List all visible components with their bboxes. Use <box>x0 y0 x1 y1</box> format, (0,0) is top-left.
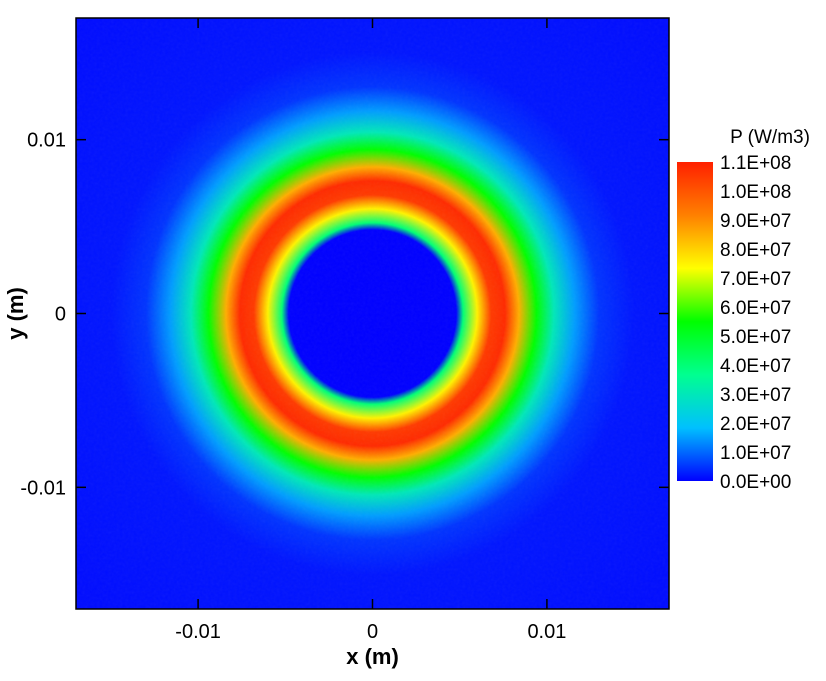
colorbar-level-label: 4.0E+07 <box>720 356 791 377</box>
field-texture <box>76 18 669 609</box>
colorbar-level-label: 8.0E+07 <box>720 240 791 261</box>
colorbar-level-label: 9.0E+07 <box>720 211 791 232</box>
x-tick-label: 0.01 <box>527 621 566 643</box>
y-axis-label: y (m) <box>3 287 28 340</box>
colorbar-labels: 1.1E+08 1.0E+08 9.0E+07 8.0E+07 7.0E+07 6.0E+… <box>720 153 791 493</box>
y-tick-label: -0.01 <box>20 477 66 499</box>
colorbar-level-label: 1.0E+07 <box>720 443 791 464</box>
colorbar-gradient <box>677 162 713 481</box>
colorbar: P (W/m3) 1.1E+08 1.0E+08 9.0E+07 8.0E+07 7.0… <box>677 127 810 493</box>
colorbar-level-label: 0.0E+00 <box>720 472 791 493</box>
y-tick-label: 0 <box>55 304 66 326</box>
colorbar-level-label: 6.0E+07 <box>720 298 791 319</box>
x-axis-ticks: -0.01 0 0.01 <box>175 18 566 643</box>
colorbar-level-label: 3.0E+07 <box>720 385 791 406</box>
y-axis-ticks: 0.01 0 -0.01 <box>20 130 669 499</box>
x-tick-label: -0.01 <box>175 621 221 643</box>
x-axis-label: x (m) <box>346 644 399 669</box>
x-tick-label: 0 <box>367 621 378 643</box>
colorbar-level-label: 1.0E+08 <box>720 182 791 203</box>
colorbar-level-label: 1.1E+08 <box>720 153 791 174</box>
colorbar-title: P (W/m3) <box>730 127 810 148</box>
colorbar-level-label: 5.0E+07 <box>720 327 791 348</box>
colorbar-level-label: 2.0E+07 <box>720 414 791 435</box>
y-tick-label: 0.01 <box>27 130 66 152</box>
colorbar-level-label: 7.0E+07 <box>720 269 791 290</box>
plot-area <box>75 17 670 610</box>
